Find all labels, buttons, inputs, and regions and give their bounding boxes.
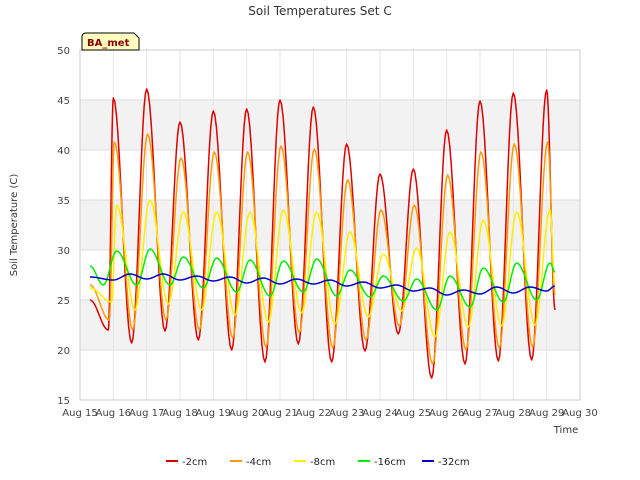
series-line-32cmcm (89, 273, 556, 296)
series-line-16cmcm (89, 248, 556, 311)
x-tick-label: Aug 29 (529, 408, 564, 419)
x-tick-label: Aug 25 (396, 408, 431, 419)
y-axis-ticks: 15 20 25 30 35 40 45 50 (57, 46, 70, 407)
x-tick-label: Aug 18 (162, 408, 197, 419)
y-tick-label: 30 (57, 246, 70, 257)
y-tick-label: 50 (57, 46, 70, 57)
series-lines (89, 88, 556, 379)
y-tick-label: 35 (57, 196, 70, 207)
legend-label: -2cm (182, 457, 207, 468)
legend-label: -8cm (310, 457, 335, 468)
station-badge-box (81, 32, 140, 51)
x-tick-label: Aug 20 (229, 408, 264, 419)
plot-area-frame (79, 49, 581, 401)
x-tick-label: Aug 28 (496, 408, 531, 419)
y-tick-label: 45 (57, 96, 70, 107)
series-line-8cmcm (89, 199, 556, 338)
x-tick-label: Aug 24 (362, 408, 397, 419)
chart-title: Soil Temperatures Set C (248, 4, 391, 18)
plot-background-bands (80, 50, 580, 400)
station-badge-label: BA_met (87, 38, 130, 49)
x-tick-label: Aug 27 (462, 408, 497, 419)
y-axis-title: Soil Temperature (C) (9, 174, 20, 277)
station-badge: BA_met (81, 32, 140, 51)
x-tick-label: Aug 17 (129, 408, 164, 419)
legend: -2cm -4cm -8cm -16cm -32cm (166, 457, 470, 468)
y-tick-label: 25 (57, 296, 70, 307)
x-tick-label: Aug 26 (429, 408, 464, 419)
x-tick-label: Aug 22 (296, 408, 331, 419)
x-tick-label: Aug 15 (62, 408, 97, 419)
y-tick-label: 20 (57, 346, 70, 357)
legend-label: -32cm (438, 457, 470, 468)
background-band (80, 200, 580, 250)
x-tick-label: Aug 30 (562, 408, 597, 419)
legend-label: -16cm (374, 457, 406, 468)
y-tick-label: 15 (57, 396, 70, 407)
background-band (80, 100, 580, 150)
x-tick-label: Aug 23 (329, 408, 364, 419)
y-tick-label: 40 (57, 146, 70, 157)
x-tick-label: Aug 19 (196, 408, 231, 419)
x-axis-title: Time (553, 425, 578, 436)
x-tick-label: Aug 21 (262, 408, 297, 419)
legend-label: -4cm (246, 457, 271, 468)
x-tick-label: Aug 16 (96, 408, 131, 419)
